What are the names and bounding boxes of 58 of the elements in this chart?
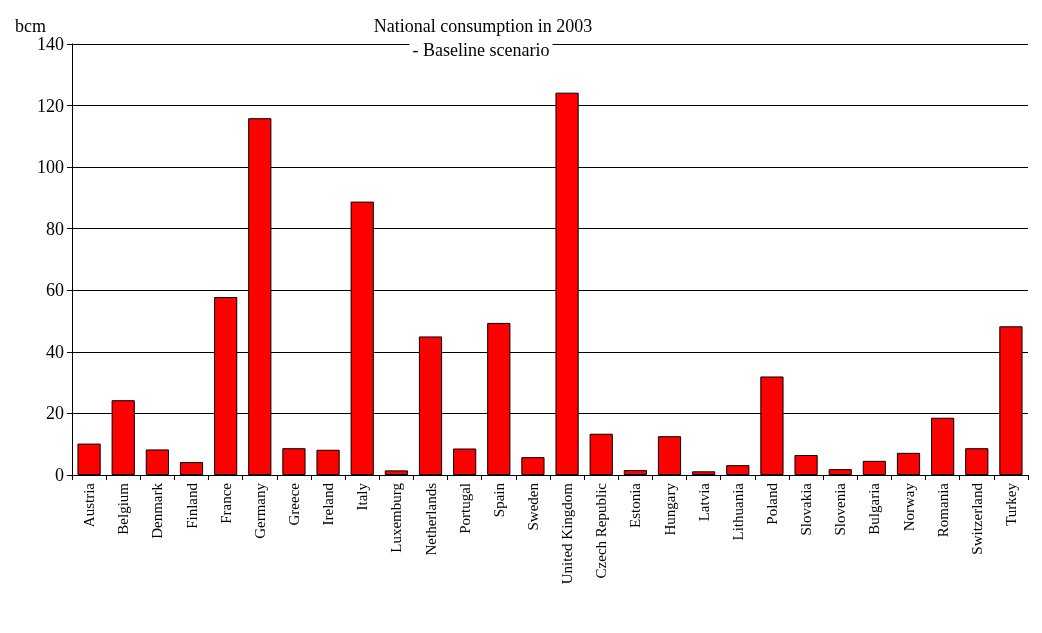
x-tick-label: Luxemburg: [388, 482, 405, 553]
x-tick-label: Poland: [763, 482, 780, 525]
x-tick-label: Portugal: [456, 483, 473, 534]
x-tick-label: Ireland: [320, 482, 337, 526]
bar: [692, 471, 716, 475]
y-tick-label: 40: [46, 341, 64, 362]
x-tick-label: Netherlands: [422, 482, 439, 556]
bar: [896, 452, 921, 475]
bar: [794, 454, 818, 475]
chart-subtitle: - Baseline scenario: [412, 40, 550, 60]
x-tick-label: Finland: [183, 482, 200, 529]
x-tick-label: Slovakia: [798, 482, 815, 536]
bar: [589, 433, 613, 475]
bar: [726, 465, 750, 475]
x-tick-label: Belgium: [115, 482, 132, 535]
bar: [657, 436, 682, 475]
bar: [145, 449, 169, 475]
bar: [384, 470, 408, 475]
bar: [77, 443, 101, 475]
x-tick-label: Italy: [354, 482, 371, 511]
x-tick-label: Romania: [934, 482, 951, 538]
bar: [965, 448, 989, 475]
chart-title: National consumption in 2003: [373, 16, 593, 36]
x-tick-label: United Kingdom: [559, 482, 576, 585]
x-tick-label: Norway: [900, 482, 917, 532]
x-tick-label: France: [217, 482, 234, 524]
x-tick-label: Estonia: [627, 482, 644, 528]
bar: [179, 462, 204, 475]
x-tick-label: Sweden: [524, 482, 541, 531]
x-tick-label: Greece: [285, 482, 302, 526]
bar: [521, 457, 545, 475]
bar: [282, 448, 306, 475]
x-tick-label: Austria: [81, 482, 98, 528]
y-tick-label: 80: [46, 218, 64, 239]
x-tick-label: Turkey: [1002, 482, 1019, 526]
y-axis-title: bcm: [15, 16, 46, 36]
bar: [623, 470, 647, 475]
y-tick-label: 120: [37, 95, 64, 116]
x-tick-label: Germany: [251, 482, 268, 539]
y-tick-label: 100: [37, 157, 64, 178]
bar: [316, 449, 340, 475]
x-tick-label: Denmark: [149, 482, 166, 539]
x-tick-label: Hungary: [661, 482, 678, 536]
y-tick-label: 140: [37, 34, 64, 54]
bar: [862, 460, 886, 475]
y-tick-label: 60: [46, 280, 64, 301]
bar: [453, 448, 477, 475]
x-tick-label: Latvia: [695, 482, 712, 522]
bar: [931, 417, 955, 475]
bar: [828, 469, 852, 475]
x-tick-label: Spain: [490, 482, 507, 518]
x-tick-label: Bulgaria: [866, 482, 883, 535]
x-tick-label: Czech Republic: [593, 482, 610, 579]
x-tick-label: Switzerland: [968, 482, 985, 555]
y-tick-label: 0: [55, 465, 64, 485]
x-tick-label: Slovenia: [832, 482, 849, 536]
y-tick-label: 20: [46, 403, 64, 424]
x-tick-label: Lithuania: [729, 482, 746, 541]
